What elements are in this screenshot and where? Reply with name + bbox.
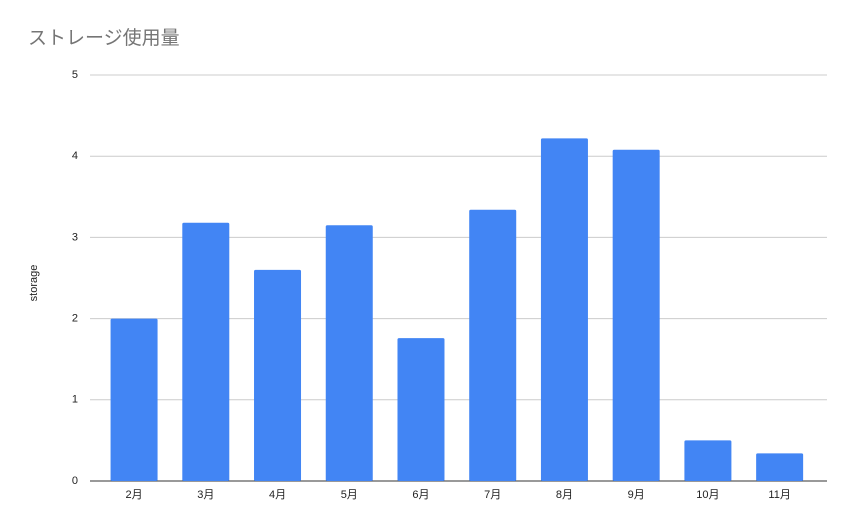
chart-title: ストレージ使用量 — [28, 27, 180, 49]
y-tick-label: 1 — [72, 394, 78, 406]
y-tick-label: 4 — [72, 150, 78, 162]
bar — [325, 225, 373, 481]
y-tick-label: 0 — [72, 475, 78, 487]
bar — [612, 149, 660, 482]
x-tick-label: 9月 — [628, 489, 645, 501]
bar — [540, 138, 588, 481]
y-tick-label: 2 — [72, 313, 78, 325]
y-axis-label: storage — [28, 265, 40, 302]
x-tick-label: 10月 — [696, 489, 719, 501]
y-tick-label: 3 — [72, 231, 78, 243]
bar — [469, 209, 517, 482]
x-tick-label: 8月 — [556, 489, 573, 501]
x-tick-label: 5月 — [341, 489, 358, 501]
bar — [110, 318, 158, 481]
x-tick-label: 7月 — [484, 489, 501, 501]
bar — [756, 453, 804, 481]
bar — [254, 269, 302, 481]
bar — [397, 338, 445, 481]
bar — [684, 440, 732, 481]
y-tick-label: 5 — [72, 69, 78, 81]
bar — [182, 222, 230, 481]
x-tick-label: 2月 — [126, 489, 143, 501]
x-tick-label: 6月 — [412, 489, 429, 501]
x-tick-label: 11月 — [768, 489, 790, 501]
x-tick-label: 3月 — [197, 489, 214, 501]
x-tick-label: 4月 — [269, 489, 286, 501]
